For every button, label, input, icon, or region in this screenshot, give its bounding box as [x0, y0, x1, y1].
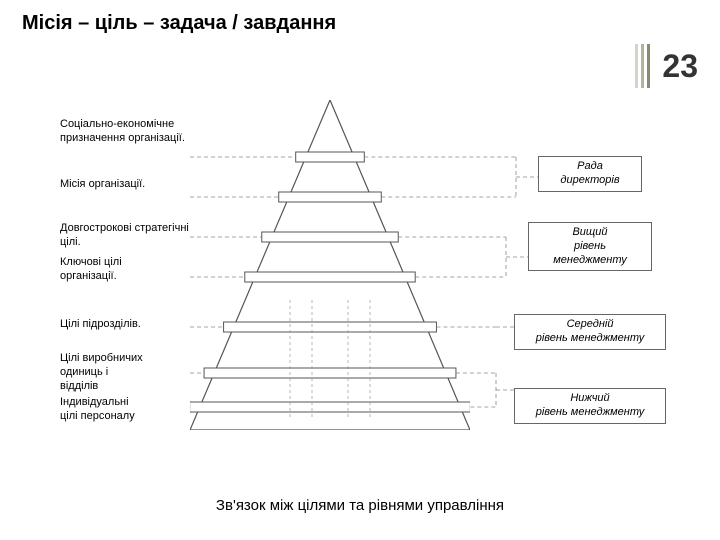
right-box: Середнійрівень менеджменту: [514, 314, 666, 350]
page-number-accent: [635, 44, 650, 88]
page-number: 23: [662, 48, 698, 85]
right-box: Вищийрівеньменеджменту: [528, 222, 652, 271]
page-title: Місія – ціль – задача / завдання: [22, 12, 336, 35]
right-box: Рададиректорів: [538, 156, 642, 192]
caption: Зв'язок між цілями та рівнями управління: [0, 497, 720, 514]
pyramid-diagram: Соціально-економічнепризначення організа…: [60, 100, 680, 470]
right-box: Нижчийрівень менеджменту: [514, 388, 666, 424]
